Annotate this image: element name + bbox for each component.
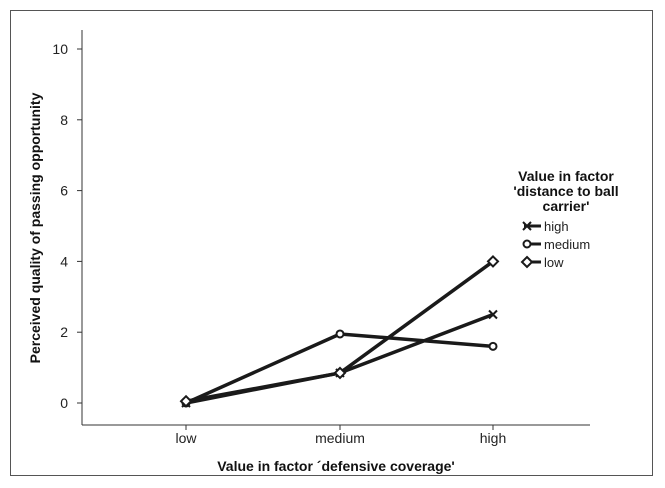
- legend-label: low: [544, 255, 564, 270]
- x-tick-label: high: [480, 430, 506, 446]
- legend-marker: [522, 239, 532, 249]
- legend-marker: [520, 255, 534, 269]
- x-tick-label: medium: [315, 430, 365, 446]
- legend-item-high: high: [522, 219, 569, 234]
- chart-frame: [10, 10, 653, 476]
- x-tick-label: low: [175, 430, 197, 446]
- legend-title-line: Value in factor: [518, 168, 614, 184]
- legend-label: medium: [544, 237, 590, 252]
- y-tick-label: 8: [60, 112, 68, 128]
- y-tick-label: 10: [52, 41, 68, 57]
- y-tick-label: 6: [60, 183, 68, 199]
- legend-title-line: carrier': [543, 198, 590, 214]
- data-point-medium: [488, 341, 498, 351]
- y-tick-label: 0: [60, 395, 68, 411]
- series-low: [179, 254, 500, 408]
- axes: 0 2 4 6 8 10 low medium high Value in factor ´def…: [27, 30, 590, 474]
- legend-title-line: 'distance to ball: [513, 183, 618, 199]
- y-tick-label: 2: [60, 324, 68, 340]
- y-tick-label: 4: [60, 253, 68, 269]
- legend-label: high: [544, 219, 569, 234]
- series-line-high: [185, 312, 494, 405]
- y-axis-title: Perceived quality of passing opportunity: [27, 92, 43, 363]
- x-axis-title: Value in factor ´defensive coverage': [217, 458, 455, 474]
- legend-marker: [522, 221, 532, 231]
- data-point-low: [333, 366, 347, 380]
- data-point-medium: [335, 329, 345, 339]
- legend: Value in factor'distance to ballcarrier'…: [513, 168, 618, 270]
- legend-item-low: low: [520, 255, 564, 270]
- legend-item-medium: medium: [522, 237, 590, 252]
- series-layer: [179, 254, 500, 408]
- data-point-low: [486, 254, 500, 268]
- data-point-low: [179, 394, 193, 408]
- data-point-high: [488, 309, 498, 320]
